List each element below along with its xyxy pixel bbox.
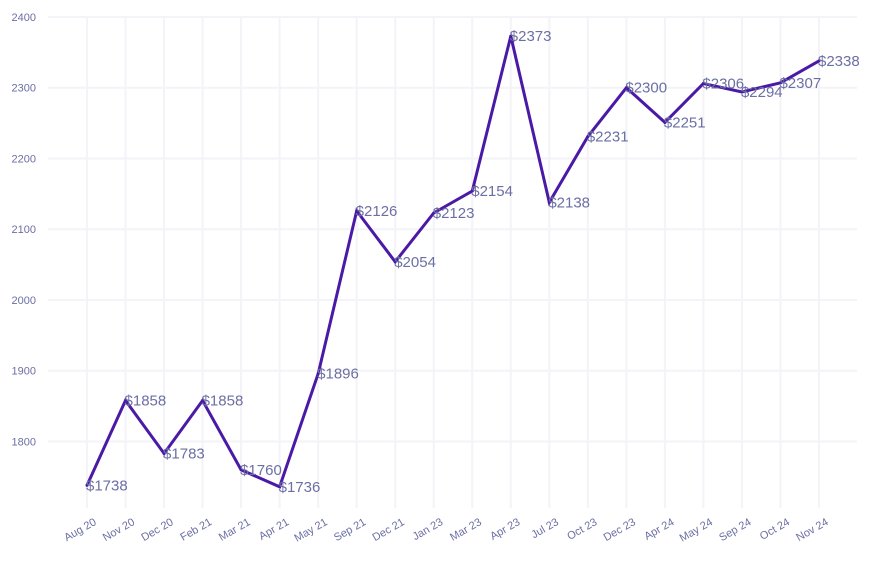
data-label: $2231 — [587, 129, 629, 146]
data-point[interactable] — [201, 398, 205, 402]
data-label: $1783 — [163, 446, 205, 463]
data-label: $2054 — [394, 254, 436, 271]
data-point[interactable] — [509, 34, 513, 38]
series — [85, 34, 821, 489]
grid — [48, 16, 857, 508]
data-label: $2373 — [510, 28, 552, 45]
x-tick-label: Apr 24 — [642, 516, 676, 543]
x-tick-label: Sep 24 — [717, 516, 753, 544]
data-label: $2294 — [741, 84, 783, 101]
data-label: $1896 — [317, 366, 359, 383]
x-tick-label: Feb 21 — [178, 516, 214, 544]
data-label: $1760 — [240, 462, 282, 479]
y-tick-label: 2100 — [12, 224, 36, 236]
x-tick-label: Dec 20 — [139, 516, 175, 544]
data-label: $2154 — [471, 183, 513, 200]
x-tick-label: Jul 23 — [529, 516, 560, 541]
data-point[interactable] — [586, 135, 590, 139]
x-tick-label: Jan 23 — [411, 516, 446, 543]
x-tick-label: Apr 21 — [257, 516, 291, 543]
data-point[interactable] — [663, 120, 667, 124]
y-tick-label: 2400 — [12, 12, 36, 24]
data-point[interactable] — [470, 189, 474, 193]
data-labels: $1738 $1858 $1783 $1858 $1760$1736 $1896 $2126… — [86, 28, 860, 496]
data-point[interactable] — [162, 452, 166, 456]
data-label: $2307 — [779, 75, 821, 92]
data-point[interactable] — [701, 82, 705, 86]
series-line — [85, 35, 820, 489]
data-point[interactable] — [124, 398, 128, 402]
data-point[interactable] — [547, 200, 551, 204]
data-label: $1738 — [86, 477, 128, 494]
y-tick-label: 2300 — [12, 83, 36, 95]
data-label: $2123 — [433, 205, 475, 222]
data-label: $1736 — [279, 479, 321, 496]
data-label: $2251 — [664, 114, 706, 131]
data-point[interactable] — [278, 485, 282, 489]
y-tick-label: 2000 — [12, 295, 36, 307]
data-point[interactable] — [239, 468, 243, 472]
x-tick-label: Oct 24 — [758, 516, 792, 543]
data-label: $1858 — [125, 392, 167, 409]
x-tick-label: Nov 24 — [794, 516, 830, 544]
data-point[interactable] — [393, 260, 397, 264]
x-tick-label: Sep 21 — [332, 516, 368, 544]
y-tick-label: 1800 — [12, 436, 36, 448]
data-label: $1858 — [202, 392, 244, 409]
data-point[interactable] — [355, 209, 359, 213]
data-point[interactable] — [432, 211, 436, 215]
data-point[interactable] — [624, 86, 628, 90]
data-point[interactable] — [85, 483, 89, 487]
data-point[interactable] — [740, 90, 744, 94]
x-tick-label: Apr 23 — [488, 516, 522, 543]
data-label: $2306 — [702, 76, 744, 93]
x-tick-label: Mar 23 — [448, 516, 484, 544]
data-label: $2126 — [356, 203, 398, 220]
x-tick-label: Mar 21 — [217, 516, 253, 544]
x-tick-label: Dec 21 — [371, 516, 407, 544]
data-label: $2138 — [548, 194, 590, 211]
x-tick-label: Aug 20 — [62, 516, 98, 544]
x-tick-label: Nov 20 — [101, 516, 137, 544]
data-point[interactable] — [817, 59, 821, 63]
data-point[interactable] — [316, 372, 320, 376]
x-tick-label: May 21 — [292, 516, 329, 544]
data-label: $2300 — [625, 80, 667, 97]
y-tick-label: 2200 — [12, 153, 36, 165]
y-tick-label: 1900 — [12, 366, 36, 378]
data-label: $2338 — [818, 53, 860, 70]
x-tick-label: Dec 23 — [602, 516, 638, 544]
data-point[interactable] — [778, 81, 782, 85]
x-tick-label: Oct 23 — [565, 516, 599, 543]
x-tick-label: May 24 — [678, 516, 715, 544]
